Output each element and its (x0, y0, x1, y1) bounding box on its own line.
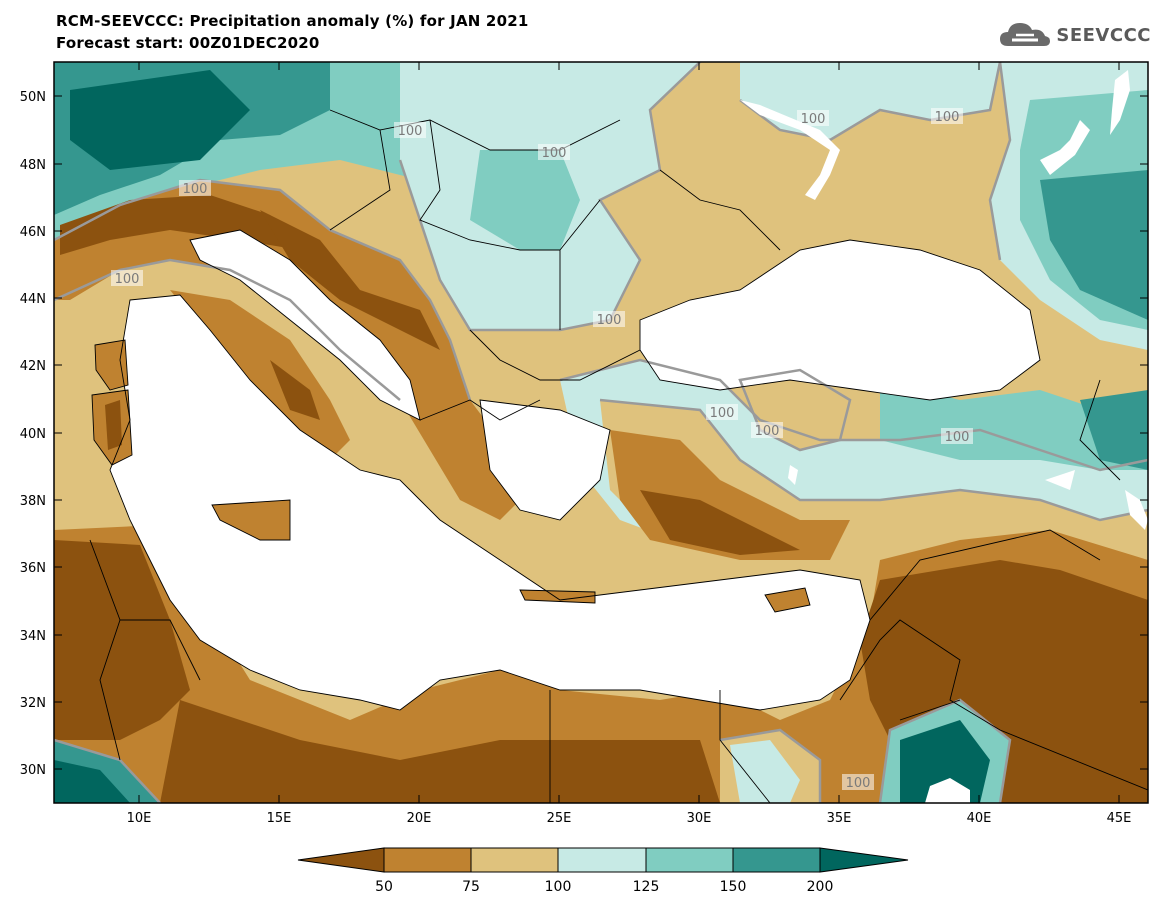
contour-label: 100 (597, 313, 622, 328)
lon-label-10e: 10E (127, 811, 152, 826)
contour-label: 100 (846, 776, 871, 791)
colorbar-swatch-50-75 (383, 847, 472, 873)
contour-label: 100 (115, 272, 140, 287)
colorbar-label-50: 50 (375, 879, 393, 895)
cloud-logo-icon (1000, 23, 1051, 46)
lon-label-45e: 45E (1107, 811, 1132, 826)
colorbar-label-125: 125 (633, 879, 660, 895)
colorbar-swatch-75-100 (470, 847, 559, 873)
forecast-start-subtitle: Forecast start: 00Z01DEC2020 (56, 34, 320, 52)
longitude-axis (138, 62, 1120, 803)
colorbar-swatch-125-150 (645, 847, 734, 873)
lon-label-20e: 20E (407, 811, 432, 826)
contour-label: 100 (935, 110, 960, 125)
lat-label-44n: 44N (20, 292, 46, 307)
colorbar-swatch-150-200 (732, 847, 821, 873)
colorbar-swatch-100-125 (557, 847, 647, 873)
latitude-axis (54, 95, 1148, 770)
lat-label-32n: 32N (20, 696, 46, 711)
colorbar-swatch-gt200 (819, 847, 909, 873)
contour-label: 100 (801, 112, 826, 127)
lat-label-30n: 30N (20, 763, 46, 778)
contour-label: 100 (542, 146, 567, 161)
colorbar-label-100: 100 (545, 879, 572, 895)
lat-label-40n: 40N (20, 427, 46, 442)
missing-data-patches (740, 70, 1148, 530)
lat-label-34n: 34N (20, 629, 46, 644)
contour-label: 100 (945, 430, 970, 445)
lat-label-50n: 50N (20, 90, 46, 105)
colorbar: 50 75 100 125 150 200 (297, 847, 909, 895)
colorbar-label-150: 150 (720, 879, 747, 895)
lat-label-48n: 48N (20, 158, 46, 173)
lon-label-40e: 40E (967, 811, 992, 826)
colorbar-swatch-lt50 (297, 847, 385, 873)
contour-labels: 100 100 100 100 100 100 100 100 100 100 … (111, 108, 973, 791)
colorbar-label-200: 200 (807, 879, 834, 895)
lon-label-25e: 25E (547, 811, 572, 826)
lon-label-30e: 30E (687, 811, 712, 826)
contour-label: 100 (183, 182, 208, 197)
seevccc-logo: SEEVCCC (998, 20, 1151, 50)
lat-label-38n: 38N (20, 494, 46, 509)
borders-and-coastlines (89, 109, 1148, 803)
lon-label-15e: 15E (267, 811, 292, 826)
lat-label-36n: 36N (20, 561, 46, 576)
contour-label: 100 (398, 124, 423, 139)
colorbar-label-75: 75 (462, 879, 480, 895)
lat-label-42n: 42N (20, 359, 46, 374)
map-title: RCM-SEEVCCC: Precipitation anomaly (%) f… (56, 12, 529, 30)
contour-label: 100 (755, 424, 780, 439)
lon-label-35e: 35E (827, 811, 852, 826)
precipitation-anomaly-field: 100 100 100 100 100 100 100 100 100 100 … (54, 62, 1148, 803)
contour-label: 100 (710, 406, 735, 421)
logo-text: SEEVCCC (1056, 24, 1151, 46)
lat-label-46n: 46N (20, 225, 46, 240)
